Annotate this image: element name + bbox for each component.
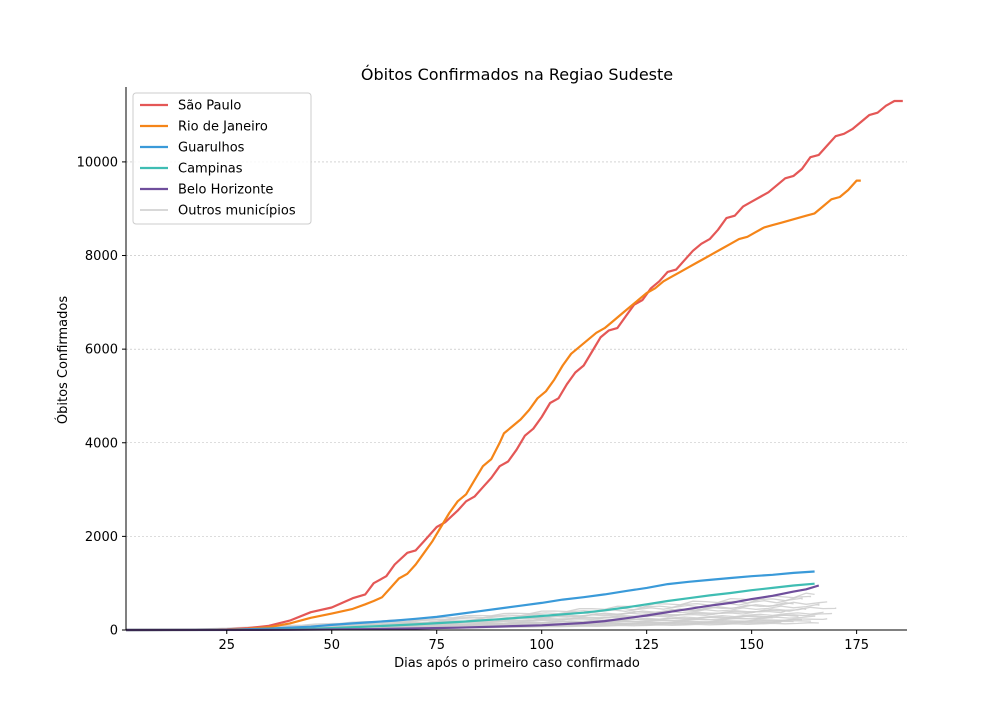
legend-label: São Paulo — [178, 99, 241, 114]
y-tick-label: 6000 — [85, 343, 118, 358]
series-line — [125, 584, 820, 632]
legend-label: Guarulhos — [178, 141, 245, 156]
chart-title: Óbitos Confirmados na Regiao Sudeste — [361, 65, 673, 84]
gridlines — [126, 161, 907, 631]
y-tick-label: 10000 — [77, 155, 118, 170]
y-tick-label: 2000 — [85, 530, 118, 545]
x-tick-label: 125 — [634, 638, 659, 653]
legend-box — [132, 92, 312, 225]
series-line — [125, 570, 815, 632]
axes: 0 2000 4000 6000 8000 10000 25 50 75 100 125 150 175 — [77, 87, 907, 653]
series-line — [125, 179, 861, 632]
series-line — [125, 582, 815, 632]
y-tick-label: 4000 — [85, 436, 118, 451]
legend-label: Outros municípios — [178, 204, 296, 219]
y-axis-label: Óbitos Confirmados — [55, 296, 71, 424]
x-tick-label: 100 — [529, 638, 554, 653]
x-axis-label: Dias após o primeiro caso confirmado — [394, 656, 640, 671]
y-tick-label: 0 — [110, 624, 118, 639]
x-tick-label: 50 — [323, 638, 340, 653]
legend-label: Belo Horizonte — [178, 183, 273, 198]
series-group — [125, 99, 903, 632]
y-tick-label: 8000 — [85, 249, 118, 264]
others-series-group — [163, 592, 837, 631]
x-tick-label: 75 — [428, 638, 445, 653]
legend-label: Rio de Janeiro — [178, 120, 268, 135]
legend: São Paulo Rio de Janeiro Guarulhos Campinas… — [132, 92, 312, 225]
x-tick-label: 150 — [739, 638, 764, 653]
x-tick-label: 175 — [844, 638, 869, 653]
x-tick-label: 25 — [219, 638, 236, 653]
legend-label: Campinas — [178, 162, 243, 177]
series-line — [125, 99, 903, 632]
